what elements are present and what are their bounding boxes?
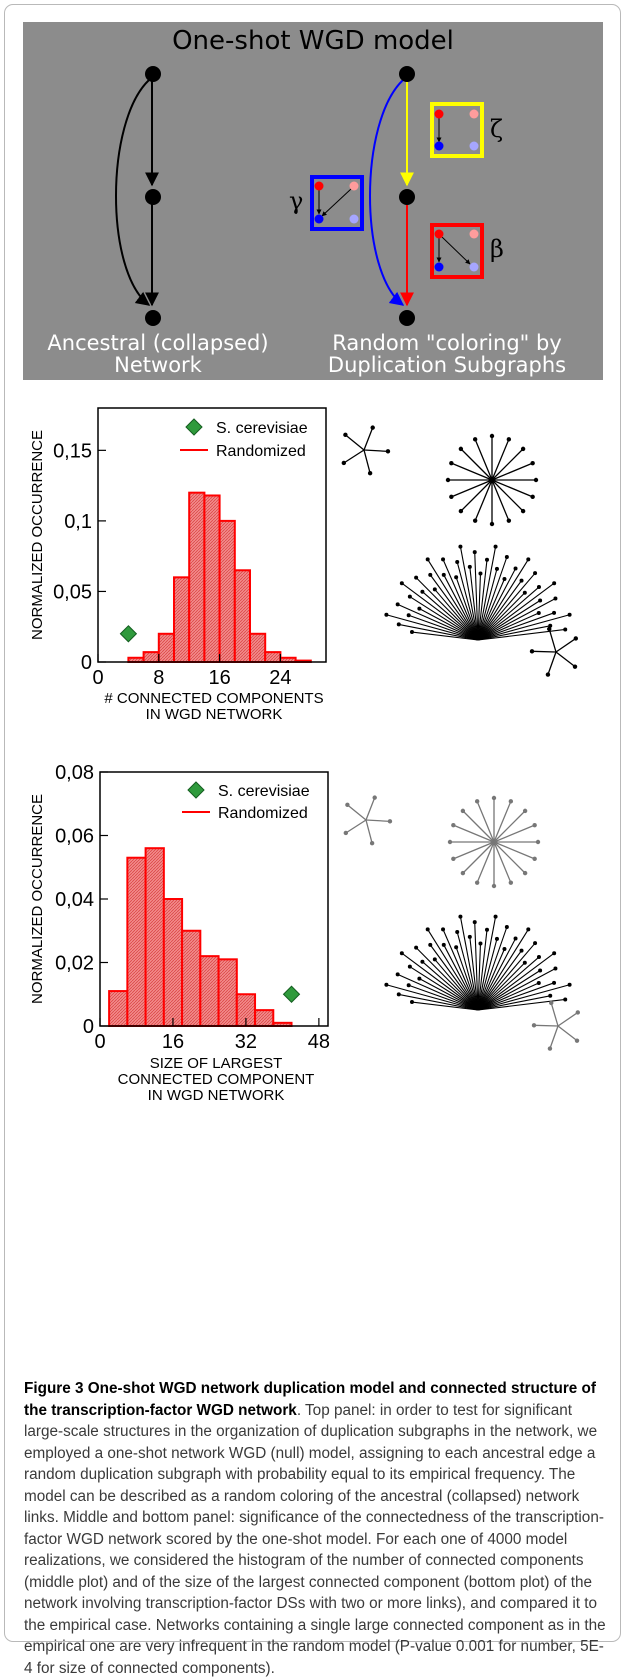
plot-frame <box>97 407 327 663</box>
legend: S. cerevisiae Randomized <box>180 418 308 460</box>
histogram-bar <box>162 898 184 1027</box>
x-tick-label: 0 <box>92 667 103 689</box>
random-label-line1: Random "coloring" by <box>332 331 562 355</box>
y-tick-label: 0 <box>81 652 92 674</box>
x-tick-label: 16 <box>208 667 230 689</box>
y-tick-label: 0,1 <box>64 511 92 533</box>
histogram-bar <box>126 856 147 1027</box>
connected-components-chart: 0 8 16 24 0 0,05 0,1 0,15 NORMALIZED OCCURRENCE… <box>29 407 579 723</box>
histogram-bar <box>217 958 238 1027</box>
y-tick-label: 0,06 <box>55 826 94 848</box>
legend-random: Randomized <box>216 443 306 460</box>
zeta-subgraph <box>430 102 484 158</box>
legend: S. cerevisiae Randomized <box>182 781 310 822</box>
x-axis-label-line3: IN WGD NETWORK <box>148 1087 285 1104</box>
legend-empirical: S. cerevisiae <box>216 420 308 437</box>
random-coloring-label: Random "coloring" by Duplication Subgrap… <box>291 332 603 376</box>
model-diagram <box>115 66 484 326</box>
histogram-bar <box>142 651 160 664</box>
histogram-bar <box>157 632 176 663</box>
x-tick-label: 0 <box>94 1031 105 1053</box>
histogram-bar <box>264 651 282 664</box>
histogram-bar <box>199 955 220 1027</box>
x-axis-label-line1: # CONNECTED COMPONENTS <box>104 690 323 707</box>
y-tick-label: 0,02 <box>55 953 94 975</box>
x-axis-label-line1: SIZE OF LARGEST <box>150 1055 283 1072</box>
empirical-point <box>282 985 301 1003</box>
y-tick-label: 0,15 <box>53 440 92 462</box>
x-tick-label: 48 <box>308 1031 330 1053</box>
y-axis-label: NORMALIZED OCCURRENCE <box>29 794 46 1004</box>
histogram-bar <box>144 847 165 1027</box>
colored-network <box>369 66 415 326</box>
ancestral-network-label: Ancestral (collapsed) Network <box>23 332 293 376</box>
gamma-label: γ <box>289 187 304 215</box>
histogram-bar <box>173 576 191 663</box>
gamma-subgraph <box>310 175 364 231</box>
zeta-label: ζ <box>490 115 504 143</box>
beta-subgraph <box>430 223 484 279</box>
x-tick-label: 8 <box>153 667 164 689</box>
one-shot-model-panel: One-shot WGD model ζ γ β Ancestral (coll… <box>23 22 603 380</box>
ancestral-network <box>115 66 161 326</box>
caption-text: . Top panel: in order to test for signif… <box>24 1401 606 1677</box>
y-tick-label: 0,04 <box>55 889 94 911</box>
histogram-bar <box>249 632 267 663</box>
caption-title: Figure 3 One-shot WGD network duplicatio… <box>24 1380 596 1419</box>
histogram-bar <box>203 494 221 663</box>
x-tick-label: 24 <box>269 667 291 689</box>
legend-empirical: S. cerevisiae <box>218 783 310 800</box>
beta-label: β <box>490 235 504 263</box>
empirical-point <box>119 625 138 643</box>
x-tick-label: 32 <box>235 1031 257 1053</box>
histogram-bar <box>108 990 129 1027</box>
histogram-bar <box>181 929 202 1027</box>
star-graphs <box>343 795 581 1051</box>
histogram-bar <box>188 491 206 663</box>
histogram-bar <box>233 569 252 663</box>
largest-component-chart: 0 16 32 48 0 0,02 0,04 0,06 0,08 NORMALIZED OCCU… <box>29 762 581 1104</box>
x-tick-label: 16 <box>162 1031 184 1053</box>
figure-caption: Figure 3 One-shot WGD network duplicatio… <box>24 1378 608 1679</box>
model-title: One-shot WGD model <box>172 26 454 56</box>
random-label-line2: Duplication Subgraphs <box>327 353 567 377</box>
star-graphs <box>341 425 579 677</box>
y-tick-label: 0,08 <box>55 762 94 784</box>
histogram-bar <box>254 1009 275 1027</box>
ancestral-label-line1: Ancestral (collapsed) <box>47 331 269 355</box>
ancestral-label-line2: Network <box>114 353 202 377</box>
y-axis-label: NORMALIZED OCCURRENCE <box>29 430 46 640</box>
y-tick-label: 0 <box>83 1016 94 1038</box>
histogram-bar <box>218 519 236 663</box>
legend-random: Randomized <box>218 805 308 822</box>
x-axis-label-line2: IN WGD NETWORK <box>146 706 283 723</box>
x-axis-label-line2: CONNECTED COMPONENT <box>118 1071 315 1088</box>
y-tick-label: 0,05 <box>53 581 92 603</box>
